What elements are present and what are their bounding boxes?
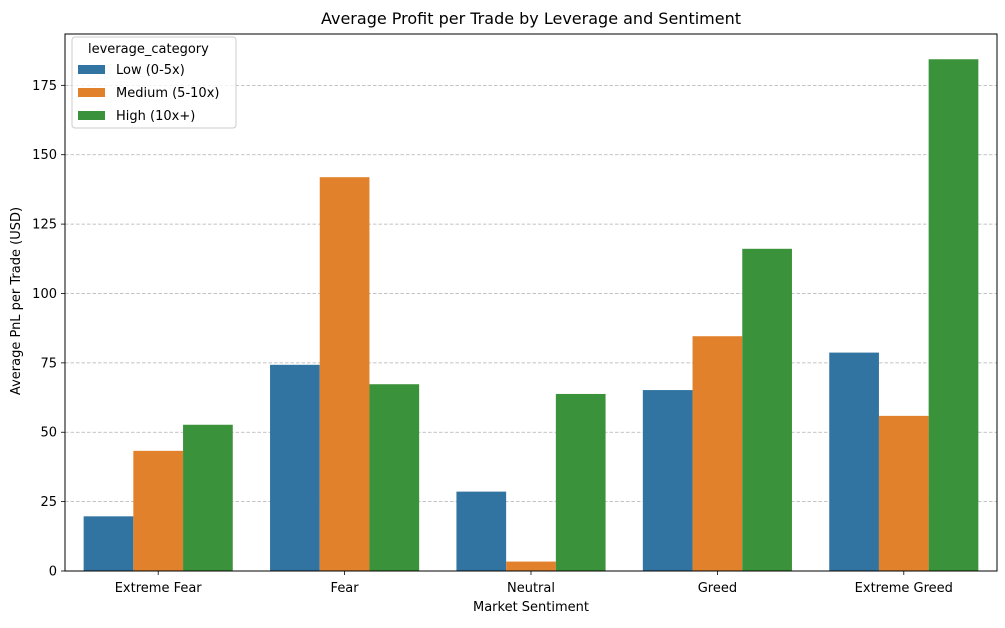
bar-high-10x-greed bbox=[742, 248, 792, 572]
x-tick-label: Fear bbox=[331, 581, 360, 596]
y-tick-label: 25 bbox=[40, 495, 57, 510]
y-tick-label: 75 bbox=[40, 356, 57, 371]
legend-swatch bbox=[78, 88, 105, 97]
bar-high-10x-extreme-greed bbox=[928, 59, 979, 571]
y-tick-label: 175 bbox=[32, 79, 57, 94]
bar-medium-5-10x-greed bbox=[692, 336, 743, 571]
legend-label: High (10x+) bbox=[116, 109, 195, 124]
bar-medium-5-10x-neutral bbox=[506, 561, 556, 571]
y-axis: 0 25 50 75 100 125 150 175 bbox=[32, 79, 65, 580]
bar-medium-5-10x-fear bbox=[319, 177, 370, 571]
y-tick-label: 0 bbox=[49, 565, 57, 580]
x-tick-label: Extreme Fear bbox=[115, 581, 203, 596]
bar-high-10x-neutral bbox=[555, 393, 606, 571]
x-tick-label: Neutral bbox=[507, 581, 555, 596]
bar-low-0-5x-fear bbox=[270, 364, 320, 571]
bar-high-10x-fear bbox=[369, 384, 420, 571]
plot-frame bbox=[64, 33, 998, 572]
legend-swatch bbox=[78, 111, 105, 120]
x-tick-label: Greed bbox=[698, 581, 737, 596]
legend-swatch bbox=[78, 65, 105, 74]
legend-label: Low (0-5x) bbox=[116, 63, 185, 78]
bar-low-0-5x-extreme-greed bbox=[829, 352, 879, 571]
x-axis: Extreme Fear Fear Neutral Greed Extreme Gree… bbox=[115, 571, 953, 596]
bar-medium-5-10x-extreme-greed bbox=[878, 415, 929, 571]
y-tick-label: 50 bbox=[40, 426, 57, 441]
y-tick-label: 100 bbox=[32, 287, 57, 302]
y-tick-label: 125 bbox=[32, 218, 57, 233]
bar-medium-5-10x-extreme-fear bbox=[133, 450, 184, 571]
legend-box bbox=[71, 36, 237, 129]
y-tick-label: 150 bbox=[32, 148, 57, 163]
bar-low-0-5x-neutral bbox=[456, 491, 507, 571]
bars bbox=[83, 59, 979, 572]
y-axis-label: Average PnL per Trade (USD) bbox=[9, 207, 24, 395]
legend-label: Medium (5-10x) bbox=[116, 86, 219, 101]
x-tick-label: Extreme Greed bbox=[855, 581, 953, 596]
legend-title: leverage_category bbox=[88, 42, 209, 57]
chart-title: Average Profit per Trade by Leverage and… bbox=[321, 9, 741, 28]
x-axis-label: Market Sentiment bbox=[473, 600, 589, 615]
legend: leverage_category Low (0-5x) Medium (5-10x… bbox=[71, 36, 237, 129]
bar-high-10x-extreme-fear bbox=[183, 424, 233, 571]
bar-low-0-5x-extreme-fear bbox=[83, 516, 134, 571]
bar-low-0-5x-greed bbox=[642, 390, 693, 571]
